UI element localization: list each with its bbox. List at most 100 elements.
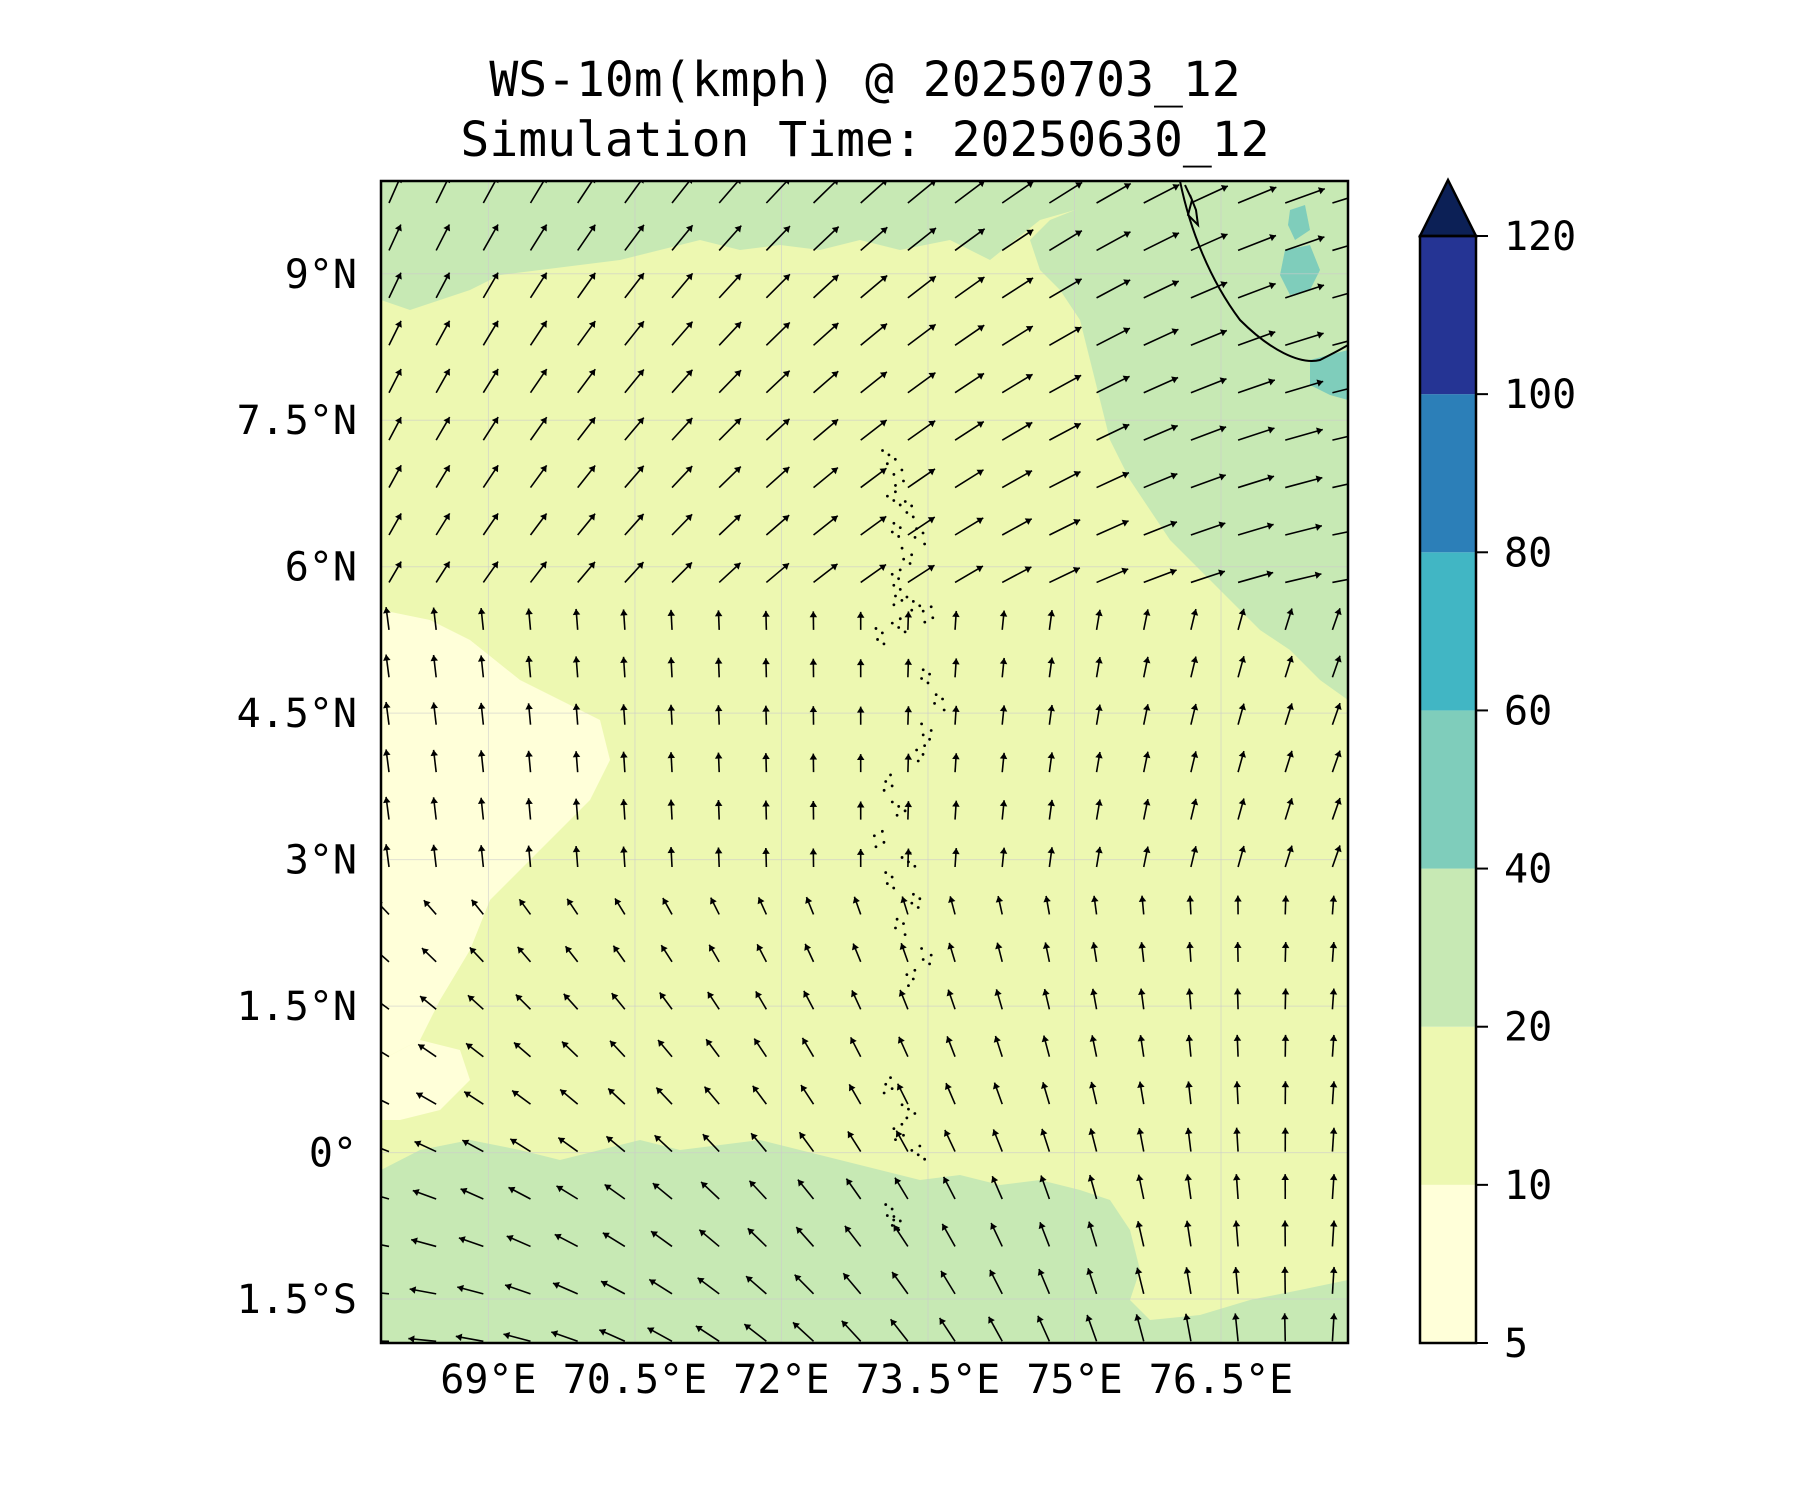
wind-arrow <box>1143 568 1177 584</box>
wind-arrow <box>577 465 596 489</box>
island-dot <box>892 1218 896 1222</box>
wind-arrow <box>1184 1174 1193 1200</box>
wind-arrow <box>946 989 956 1010</box>
wind-arrow <box>1001 181 1034 204</box>
wind-arrow <box>748 1180 767 1200</box>
wind-arrow <box>899 942 909 963</box>
wind-arrow <box>1237 845 1246 868</box>
wind-arrow <box>671 561 693 583</box>
island-dot <box>911 599 915 603</box>
island-dot <box>885 462 889 466</box>
island-dot <box>884 780 888 783</box>
wind-arrow <box>414 1140 437 1153</box>
wind-arrow <box>612 945 626 963</box>
map-frame <box>379 179 1350 1345</box>
island-dot <box>916 1153 920 1157</box>
wind-arrow <box>1329 1174 1338 1200</box>
wind-arrow <box>469 946 484 963</box>
wind-arrow <box>860 226 888 252</box>
wind-arrow <box>762 705 770 725</box>
island-dot <box>881 449 884 452</box>
island-dot <box>902 922 905 925</box>
wind-arrow <box>408 1335 437 1343</box>
wind-arrow <box>388 368 402 394</box>
wind-arrow <box>1138 942 1146 962</box>
wind-arrow <box>1281 942 1290 962</box>
wind-arrow <box>1136 1174 1145 1200</box>
wind-arrow <box>1048 230 1083 252</box>
island-dot <box>903 630 907 634</box>
wind-arrow <box>1142 751 1151 773</box>
island-dot <box>890 1223 894 1227</box>
wind-arrow <box>842 1272 862 1295</box>
contour-region-20-40-east <box>1030 181 1348 700</box>
wind-arrow <box>1233 1034 1242 1057</box>
wind-arrow <box>1331 750 1342 773</box>
wind-arrow <box>383 607 391 630</box>
wind-arrow <box>1284 845 1294 868</box>
wind-arrow <box>667 846 676 868</box>
wind-arrow <box>1190 846 1199 868</box>
wind-arrow <box>423 899 437 915</box>
wind-arrow <box>747 1227 767 1248</box>
latitude-tick-label: 1.5°S <box>237 1277 357 1323</box>
island-dot <box>911 977 915 981</box>
wind-arrow <box>1190 608 1199 631</box>
wind-arrow <box>813 515 839 536</box>
wind-arrow <box>813 370 839 394</box>
wind-arrow <box>804 943 815 963</box>
wind-arrow <box>477 797 486 820</box>
island-dot <box>913 536 917 539</box>
wind-arrow <box>506 1235 531 1248</box>
wind-arrow <box>904 706 913 725</box>
island-dot <box>923 620 927 624</box>
wind-arrow <box>794 1274 815 1295</box>
wind-arrow <box>1001 566 1032 584</box>
wind-arrow <box>383 701 391 725</box>
wind-arrow <box>1332 483 1348 489</box>
longitude-tick-label: 73.5°E <box>856 1357 1001 1403</box>
wind-arrow <box>849 1036 862 1058</box>
contour-region-40-60-coast <box>1310 350 1348 400</box>
island-dot <box>882 1091 886 1095</box>
wind-arrow <box>435 512 451 536</box>
wind-arrow <box>620 846 628 868</box>
wind-arrow <box>710 897 720 915</box>
wind-arrow <box>410 1237 437 1248</box>
wind-arrow <box>856 754 865 773</box>
wind-arrow <box>813 563 839 584</box>
wind-arrow <box>467 994 484 1010</box>
island-dot <box>934 693 938 697</box>
wind-arrow <box>1329 1127 1338 1152</box>
wind-arrow <box>892 1224 909 1247</box>
island-dot <box>894 594 897 598</box>
wind-arrow <box>624 272 645 299</box>
island-dot <box>898 526 902 530</box>
wind-arrow <box>813 322 839 346</box>
latitude-tick-label: 6°N <box>285 545 357 591</box>
island-dot <box>886 494 889 498</box>
wind-arrow <box>1190 521 1226 536</box>
wind-arrow <box>430 702 438 725</box>
island-dot <box>921 753 925 756</box>
island-dot <box>905 595 909 599</box>
wind-arrow <box>1048 326 1082 346</box>
coastline-mainland <box>1179 181 1348 362</box>
wind-arrow <box>1190 377 1227 394</box>
wind-arrow <box>577 224 596 251</box>
wind-arrow <box>1190 329 1228 347</box>
wind-arrow <box>907 564 935 584</box>
wind-arrow <box>572 656 581 678</box>
wind-arrow <box>388 416 402 441</box>
wind-arrow <box>1285 475 1323 489</box>
wind-arrow <box>419 995 437 1010</box>
wind-arrow <box>856 801 865 820</box>
wind-arrow <box>417 1043 437 1058</box>
wind-arrow <box>952 800 960 820</box>
wind-arrow <box>1329 942 1338 962</box>
wind-arrow <box>1237 282 1276 299</box>
island-dot <box>903 809 907 813</box>
wind-arrow <box>994 989 1003 1010</box>
contour-region-40-60-north <box>1288 205 1310 240</box>
wind-arrow <box>1088 1128 1098 1152</box>
